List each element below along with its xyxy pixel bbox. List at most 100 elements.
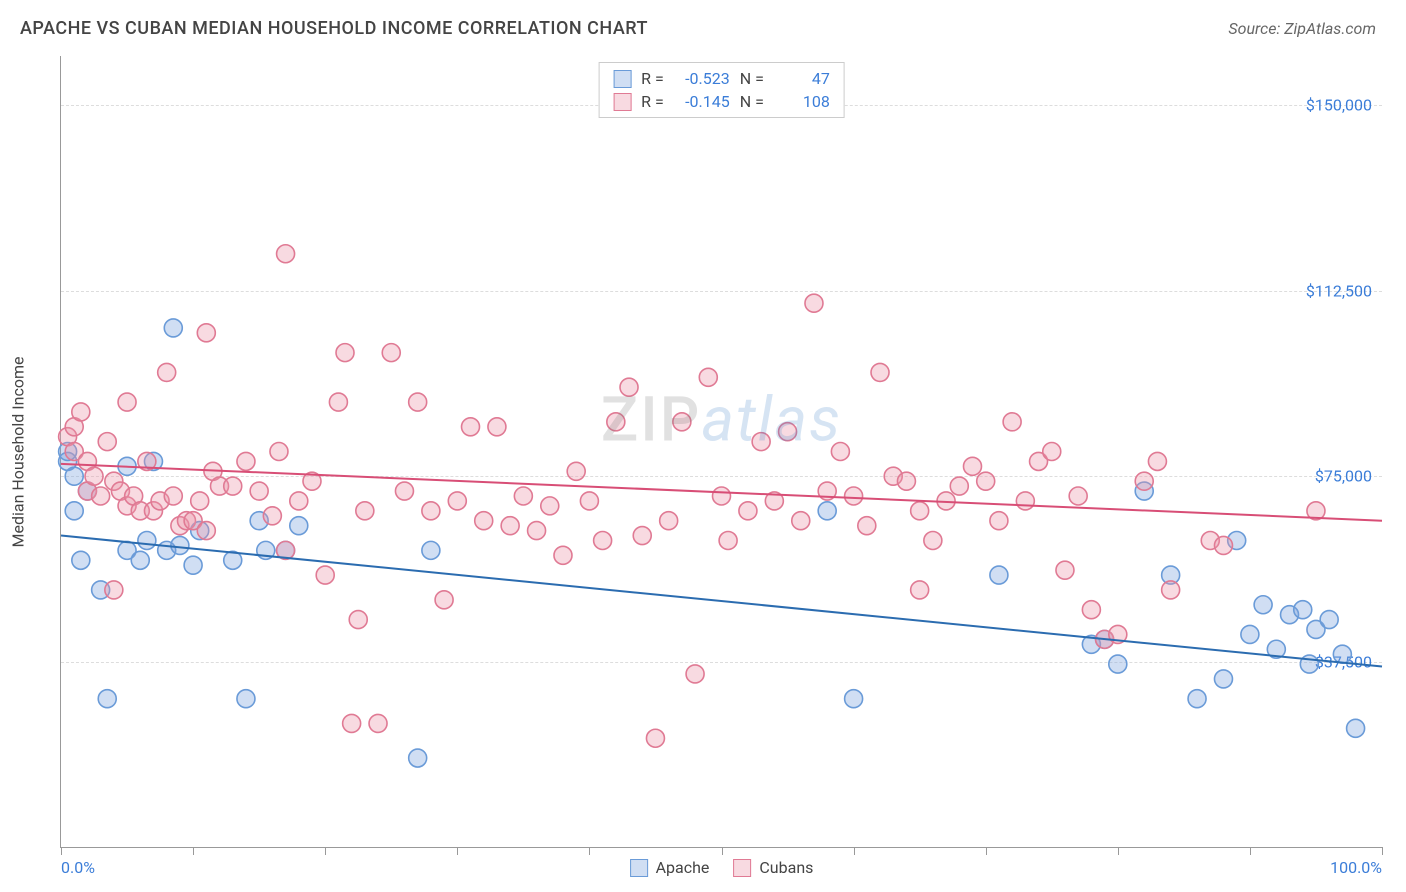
data-point — [72, 551, 90, 569]
plot-area: ZIPatlas R = -0.523 N = 47 R = -0.145 N … — [60, 56, 1382, 848]
stats-legend: R = -0.523 N = 47 R = -0.145 N = 108 — [598, 62, 845, 118]
chart-container: Median Household Income ZIPatlas R = -0.… — [48, 56, 1382, 848]
data-point — [1003, 413, 1021, 431]
data-point — [270, 443, 288, 461]
data-point — [395, 482, 413, 500]
data-point — [1347, 719, 1365, 737]
data-point — [118, 393, 136, 411]
data-point — [1333, 645, 1351, 663]
legend-item-apache: Apache — [630, 858, 710, 877]
data-point — [831, 443, 849, 461]
data-point — [448, 492, 466, 510]
data-point — [488, 418, 506, 436]
data-point — [250, 482, 268, 500]
data-point — [739, 502, 757, 520]
data-point — [263, 507, 281, 525]
n-label: N = — [740, 69, 764, 88]
data-point — [660, 512, 678, 530]
data-point — [594, 531, 612, 549]
data-point — [316, 566, 334, 584]
data-point — [528, 522, 546, 540]
data-point — [1056, 561, 1074, 579]
data-point — [719, 531, 737, 549]
x-tick — [61, 847, 62, 855]
trend-line — [61, 536, 1382, 667]
data-point — [713, 487, 731, 505]
data-point — [462, 418, 480, 436]
data-point — [85, 467, 103, 485]
data-point — [349, 611, 367, 629]
data-point — [475, 512, 493, 530]
data-point — [1162, 581, 1180, 599]
data-point — [409, 393, 427, 411]
data-point — [620, 378, 638, 396]
n-label: N = — [740, 92, 764, 111]
apache-label: Apache — [656, 858, 710, 877]
data-point — [501, 517, 519, 535]
data-point — [686, 665, 704, 683]
data-point — [1294, 601, 1312, 619]
data-point — [541, 497, 559, 515]
data-point — [422, 541, 440, 559]
data-point — [646, 729, 664, 747]
x-tick — [1250, 847, 1251, 855]
data-point — [65, 502, 83, 520]
data-point — [1241, 625, 1259, 643]
x-tick — [722, 847, 723, 855]
x-tick — [854, 847, 855, 855]
data-point — [105, 581, 123, 599]
data-point — [1135, 472, 1153, 490]
data-point — [514, 487, 532, 505]
r-label: R = — [641, 69, 664, 88]
data-point — [1043, 443, 1061, 461]
data-point — [197, 324, 215, 342]
data-point — [65, 467, 83, 485]
data-point — [990, 512, 1008, 530]
data-point — [1148, 452, 1166, 470]
data-point — [752, 433, 770, 451]
r-label: R = — [641, 92, 664, 111]
apache-swatch-icon — [630, 859, 648, 877]
data-point — [779, 423, 797, 441]
stats-row-apache: R = -0.523 N = 47 — [613, 67, 830, 90]
x-tick — [325, 847, 326, 855]
data-point — [277, 245, 295, 263]
source-label: Source: ZipAtlas.com — [1228, 19, 1376, 38]
data-point — [924, 531, 942, 549]
data-point — [98, 433, 116, 451]
apache-r-value: -0.523 — [674, 69, 730, 88]
data-point — [805, 294, 823, 312]
data-point — [897, 472, 915, 490]
x-tick — [193, 847, 194, 855]
data-point — [1214, 670, 1232, 688]
legend-item-cubans: Cubans — [733, 858, 813, 877]
data-point — [131, 551, 149, 569]
data-point — [990, 566, 1008, 584]
data-point — [171, 536, 189, 554]
data-point — [184, 556, 202, 574]
stats-row-cubans: R = -0.145 N = 108 — [613, 90, 830, 113]
x-tick — [986, 847, 987, 855]
apache-n-value: 47 — [774, 69, 830, 88]
cubans-n-value: 108 — [774, 92, 830, 111]
data-point — [1016, 492, 1034, 510]
data-point — [699, 368, 717, 386]
y-axis-label: Median Household Income — [9, 357, 28, 548]
header: APACHE VS CUBAN MEDIAN HOUSEHOLD INCOME … — [0, 0, 1406, 49]
data-point — [950, 477, 968, 495]
data-point — [1082, 601, 1100, 619]
x-tick — [457, 847, 458, 855]
x-tick — [1118, 847, 1119, 855]
data-point — [237, 452, 255, 470]
x-tick-label: 0.0% — [61, 858, 95, 877]
data-point — [845, 487, 863, 505]
cubans-label: Cubans — [759, 858, 813, 877]
data-point — [369, 714, 387, 732]
data-point — [435, 591, 453, 609]
data-point — [329, 393, 347, 411]
data-point — [673, 413, 691, 431]
data-point — [1109, 655, 1127, 673]
data-point — [567, 462, 585, 480]
data-point — [164, 319, 182, 337]
data-point — [911, 502, 929, 520]
